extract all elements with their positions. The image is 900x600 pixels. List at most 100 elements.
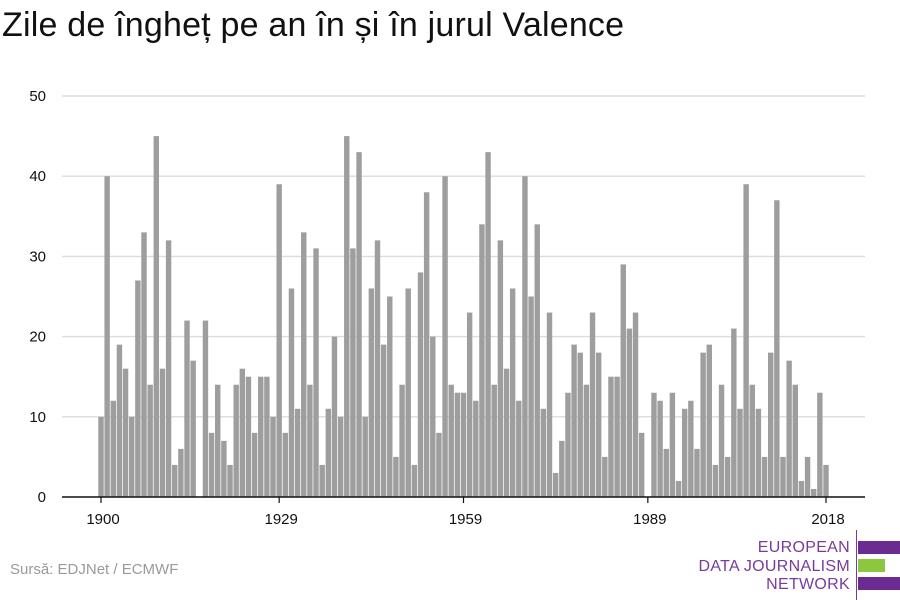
bar	[245, 376, 252, 497]
bar	[774, 200, 780, 497]
bar	[706, 344, 712, 497]
bar	[712, 464, 719, 497]
bar	[780, 456, 786, 497]
bar	[301, 232, 307, 497]
bar	[251, 432, 258, 497]
bar	[190, 360, 196, 497]
bar	[184, 320, 190, 497]
bar	[399, 384, 405, 497]
bar	[761, 456, 768, 497]
bar	[663, 448, 669, 497]
bar	[239, 368, 246, 497]
bar	[288, 288, 295, 497]
bar	[602, 456, 608, 497]
bar	[565, 392, 571, 497]
bar	[768, 352, 774, 497]
bar	[559, 440, 565, 497]
logo-bar-1	[858, 541, 900, 554]
logo-line-1: EUROPEAN	[757, 539, 850, 556]
bar	[669, 392, 676, 497]
bar	[294, 408, 301, 497]
y-tick-label: 20	[29, 329, 46, 346]
bar	[141, 232, 147, 497]
chart-title: Zile de îngheț pe an în și în jurul Vale…	[2, 6, 625, 44]
bar	[344, 136, 350, 497]
bar	[331, 336, 338, 497]
bar	[614, 376, 620, 497]
bar	[110, 400, 116, 497]
bar	[540, 408, 547, 497]
bar	[503, 368, 510, 497]
source-note: Sursă: EDJNet / ECMWF	[10, 561, 179, 578]
bar	[626, 328, 633, 497]
bar	[202, 320, 209, 497]
bar	[675, 480, 682, 497]
bar	[485, 152, 491, 497]
logo-divider	[856, 530, 857, 600]
bar	[368, 288, 375, 497]
bar	[638, 432, 645, 497]
y-tick-label: 0	[38, 489, 46, 506]
bar	[577, 352, 583, 497]
bar	[466, 312, 473, 497]
bar	[688, 400, 694, 497]
bar	[546, 312, 553, 497]
bar	[264, 376, 270, 497]
bar	[276, 184, 282, 497]
bar	[172, 464, 178, 497]
bar	[460, 392, 467, 497]
bar	[718, 384, 725, 497]
bar	[491, 384, 497, 497]
bar	[221, 440, 227, 497]
logo-line-3: NETWORK	[766, 576, 850, 593]
bar	[362, 416, 368, 497]
y-tick-label: 40	[29, 168, 46, 185]
x-tick-label: 1959	[449, 511, 482, 528]
bars	[98, 136, 829, 498]
bar	[681, 408, 688, 497]
bar	[417, 272, 424, 497]
x-tick-label: 1900	[86, 511, 119, 528]
bar	[497, 240, 504, 498]
bar	[651, 392, 657, 497]
bar	[270, 416, 276, 497]
bar	[258, 376, 264, 497]
bar	[694, 448, 700, 497]
bar	[737, 408, 743, 497]
bar	[411, 464, 418, 497]
bar	[571, 344, 577, 497]
bar	[423, 192, 430, 498]
bar	[313, 248, 319, 497]
bar	[724, 456, 731, 497]
y-tick-label: 10	[29, 409, 46, 426]
y-axis: 0 10 20 30 40 50	[29, 88, 46, 506]
bar	[473, 400, 479, 497]
bar	[798, 480, 805, 497]
bar	[811, 488, 817, 497]
bar	[147, 384, 153, 497]
bar	[657, 400, 663, 497]
bar	[804, 456, 811, 497]
x-tick-label: 1989	[633, 511, 666, 528]
bar	[448, 384, 454, 497]
bar	[755, 408, 762, 497]
bar	[116, 344, 123, 497]
bar	[227, 464, 233, 497]
bar	[792, 384, 798, 497]
y-tick-label: 50	[29, 88, 46, 105]
bar	[442, 176, 448, 497]
bar	[608, 376, 614, 497]
bar	[583, 384, 590, 497]
bar	[405, 288, 411, 497]
x-tick-label: 1929	[264, 511, 297, 528]
logo-line-2: DATA JOURNALISM	[698, 558, 850, 575]
x-tick-label: 2018	[811, 511, 844, 528]
bar	[159, 368, 166, 497]
bar	[528, 296, 534, 497]
bar	[786, 360, 792, 497]
bar	[325, 408, 332, 497]
bar	[380, 344, 387, 497]
bar	[589, 312, 596, 497]
bar	[436, 432, 442, 497]
